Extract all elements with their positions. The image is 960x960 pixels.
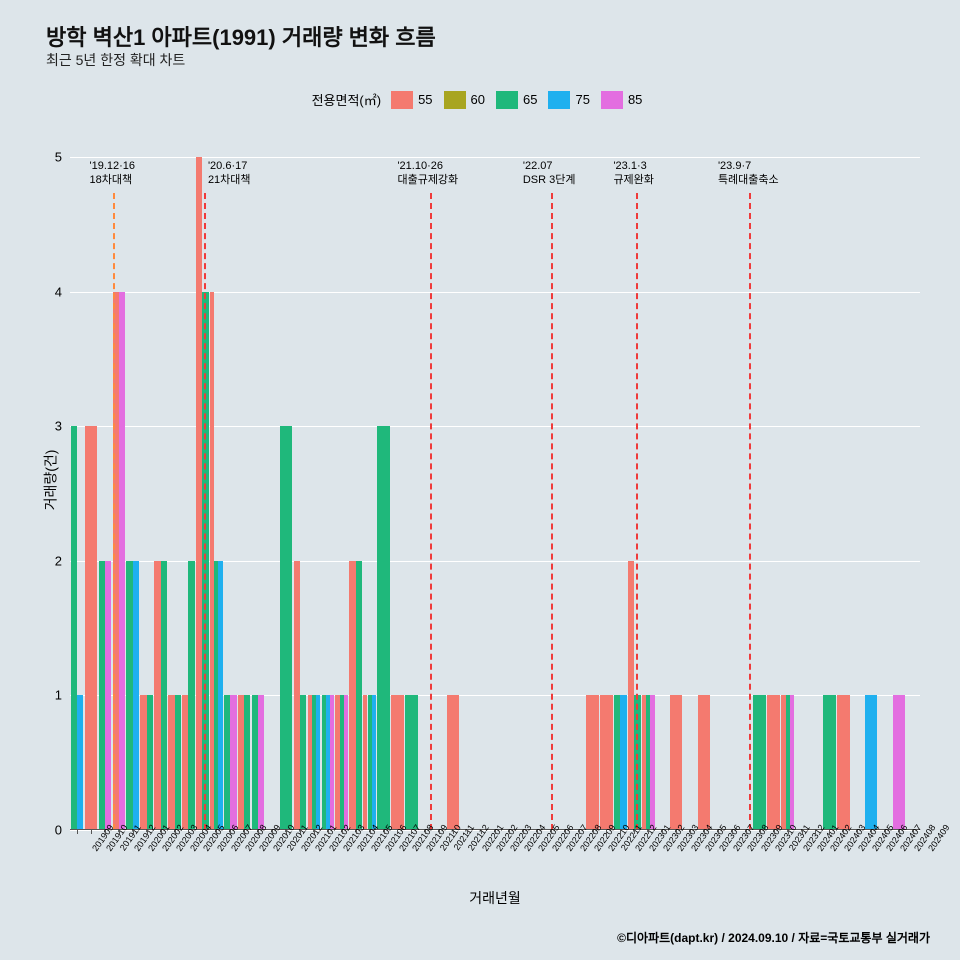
bar-201912-85: [119, 292, 125, 830]
bar-202210-55: [586, 695, 599, 830]
bar-202002-65: [147, 695, 153, 830]
legend-swatch-85: [601, 91, 623, 109]
y-tick-label: 2: [55, 553, 62, 568]
legend-swatch-75: [548, 91, 570, 109]
y-tick-label: 4: [55, 284, 62, 299]
bar-202103-85: [330, 695, 334, 830]
bar-202012-65: [280, 426, 293, 830]
bar-202104-85: [344, 695, 348, 830]
bar-202005-65: [188, 561, 194, 830]
legend-swatch-60: [444, 91, 466, 109]
bar-202112-55: [447, 695, 460, 830]
event-line: [749, 193, 751, 830]
event-label: '19.12·1618차대책: [90, 159, 136, 188]
x-axis-label: 거래년월: [70, 888, 920, 908]
legend-text-55: 55: [418, 92, 432, 107]
bar-202010-85: [258, 695, 264, 830]
bar-202108-55: [391, 695, 404, 830]
bar-202310-65: [753, 695, 766, 830]
bar-202404-55: [837, 695, 850, 830]
bar-202107-65: [377, 426, 390, 830]
event-line: [551, 193, 553, 830]
bar-202001-75: [133, 561, 139, 830]
bar-202106-75: [372, 695, 376, 830]
bar-202304-55: [670, 695, 683, 830]
legend: 전용면적(㎡) 55 60 65 75 85: [0, 90, 960, 109]
legend-text-65: 65: [523, 92, 537, 107]
event-label: '22.07DSR 3단계: [523, 159, 576, 188]
bars-layer: [70, 130, 920, 830]
bar-202408-85: [893, 695, 906, 830]
y-tick-label: 3: [55, 419, 62, 434]
bar-202102-75: [316, 695, 320, 830]
bar-202403-65: [823, 695, 836, 830]
credit-text: ©디아파트(dapt.kr) / 2024.09.10 / 자료=국토교통부 실…: [617, 929, 930, 946]
event-line: [636, 193, 638, 830]
plot-area: 012345 거래량(건) '19.12·1618차대책'20.6·1721차대…: [70, 130, 920, 830]
event-label: '23.1·3규제완화: [613, 159, 653, 188]
bar-202302-85: [650, 695, 654, 830]
legend-text-75: 75: [575, 92, 589, 107]
y-axis-label: 거래량(건): [40, 450, 60, 511]
bar-202009-65: [244, 695, 250, 830]
bar-202306-55: [698, 695, 711, 830]
legend-label: 전용면적(㎡): [312, 90, 382, 109]
y-tick-label: 5: [55, 149, 62, 164]
event-line: [113, 193, 115, 830]
bar-201911-85: [105, 561, 111, 830]
y-tick-label: 0: [55, 823, 62, 838]
bar-202003-65: [161, 561, 167, 830]
bar-202008-85: [230, 695, 236, 830]
legend-swatch-55: [391, 91, 413, 109]
chart-subtitle: 최근 5년 한정 확대 차트: [46, 50, 185, 70]
event-label: '20.6·1721차대책: [208, 159, 251, 188]
chart-title: 방학 벽산1 아파트(1991) 거래량 변화 흐름: [46, 20, 436, 52]
bar-202109-65: [405, 695, 418, 830]
bar-202312-85: [790, 695, 794, 830]
bar-202004-65: [175, 695, 181, 830]
bar-202406-75: [865, 695, 878, 830]
bar-202105-65: [356, 561, 362, 830]
bar-202007-75: [218, 561, 222, 830]
bar-202212-75: [620, 695, 626, 830]
bar-202101-65: [300, 695, 306, 830]
event-label: '23.9·7특례대출축소: [718, 159, 779, 188]
bar-202211-55: [600, 695, 613, 830]
legend-text-60: 60: [471, 92, 485, 107]
bar-201909-75: [77, 695, 83, 830]
event-line: [204, 193, 206, 830]
event-line: [430, 193, 432, 830]
bar-202311-55: [767, 695, 780, 830]
legend-swatch-65: [496, 91, 518, 109]
bar-201910-55: [85, 426, 98, 830]
legend-text-85: 85: [628, 92, 642, 107]
event-label: '21.10·26대출규제강화: [397, 159, 458, 188]
y-tick-label: 1: [55, 688, 62, 703]
